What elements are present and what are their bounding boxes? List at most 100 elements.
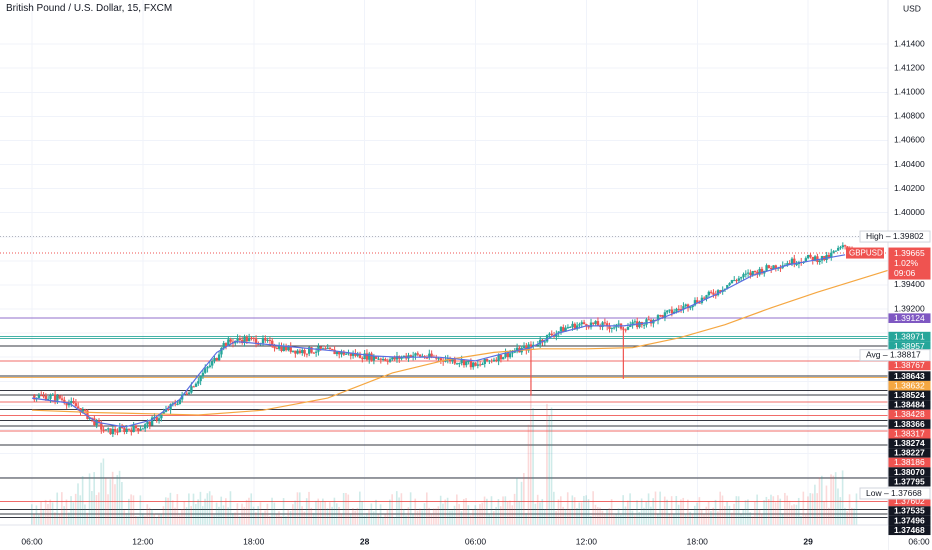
candle-body [197, 381, 200, 384]
volume-bar [264, 510, 266, 525]
volume-bar [81, 476, 84, 525]
volume-bar [601, 510, 604, 525]
y-tick-label: 1.40000 [894, 207, 925, 217]
candle-body [536, 344, 540, 346]
volume-bar [490, 496, 493, 525]
volume-bar [395, 491, 398, 525]
candle-body [416, 353, 419, 355]
candle-body [247, 337, 251, 342]
candle-body [465, 361, 468, 366]
candle-body [758, 268, 761, 275]
level-tag [888, 457, 931, 468]
candle-body [666, 310, 669, 313]
volume-bar [827, 507, 830, 525]
volume-bar [684, 513, 687, 525]
candle-body [693, 300, 697, 306]
candle-body [333, 349, 336, 355]
candle-body [107, 428, 110, 430]
volume-bar [541, 498, 544, 525]
candle-body [733, 280, 736, 282]
volume-bar [361, 501, 363, 525]
volume-bar [91, 491, 93, 525]
candle-body [675, 308, 678, 312]
candle-body [506, 352, 510, 358]
volume-bar [340, 513, 343, 525]
volume-bar [33, 513, 35, 525]
volume-bar [137, 516, 139, 525]
candle-body [97, 420, 101, 423]
volume-bar [100, 462, 102, 525]
volume-bar [650, 506, 652, 525]
level-tag-value: 1.38227 [894, 448, 925, 458]
candle-body [326, 347, 329, 349]
volume-bar [250, 493, 253, 525]
volume-bar [816, 493, 818, 525]
volume-bar [171, 500, 174, 525]
volume-bar [781, 514, 784, 525]
volume-bar [645, 502, 648, 525]
volume-bar [465, 498, 467, 525]
candle-body [210, 361, 214, 366]
candle-body [155, 416, 158, 421]
ma-fast-line [31, 254, 846, 428]
volume-bar [439, 495, 442, 525]
candle-body [206, 366, 209, 369]
candle-body [402, 355, 406, 358]
volume-bar [40, 501, 42, 525]
volume-bar [109, 479, 112, 525]
volume-bar [294, 500, 296, 525]
candle-body [476, 364, 480, 366]
candle-body [393, 357, 396, 360]
candle-body [125, 428, 128, 432]
candle-body [585, 324, 588, 327]
candle-body [127, 428, 131, 430]
volume-bar [832, 475, 835, 525]
candle-body [342, 351, 346, 355]
candle-body [213, 357, 216, 362]
candle-body [575, 325, 579, 330]
candle-body [250, 337, 253, 339]
volume-bar [42, 509, 45, 525]
candle-body [284, 346, 288, 351]
volume-bar [749, 512, 752, 525]
level-tag-value: 1.38767 [894, 360, 925, 370]
volume-bar [377, 514, 380, 525]
candle-body [199, 376, 202, 382]
volume-bar [248, 497, 250, 525]
candle-body [462, 359, 466, 366]
candle-body [425, 357, 429, 359]
candle-body [830, 252, 833, 258]
volume-bar [590, 515, 592, 525]
volume-bar [518, 500, 521, 525]
volume-bar [84, 504, 86, 525]
time-axis[interactable]: 06:0012:0018:002806:0012:0018:002906:001… [0, 524, 932, 550]
candle-body [319, 346, 322, 349]
candle-body [737, 278, 741, 281]
volume-bar [77, 483, 79, 525]
candle-body [141, 428, 145, 430]
volume-bar [405, 515, 407, 525]
candle-body [51, 394, 54, 396]
candle-body [252, 337, 255, 339]
candle-body [515, 347, 519, 352]
volume-bar [259, 502, 262, 525]
candle-body [130, 429, 133, 433]
volume-bar [128, 498, 130, 525]
horizontal-levels [0, 236, 888, 519]
volume-bar [793, 504, 795, 525]
volume-bar [176, 494, 179, 525]
volume-bar [151, 509, 153, 525]
volume-bar [51, 502, 54, 525]
candle-body [809, 254, 812, 257]
volume-bar [402, 508, 405, 525]
volume-bar [742, 509, 745, 525]
volume-bar [414, 498, 417, 525]
candle-body [839, 247, 842, 249]
candle-body [294, 350, 297, 354]
candle-body [582, 322, 586, 325]
volume-bar [668, 514, 671, 525]
candle-body [656, 315, 660, 321]
volume-bar [613, 515, 615, 525]
candle-body [647, 319, 650, 321]
